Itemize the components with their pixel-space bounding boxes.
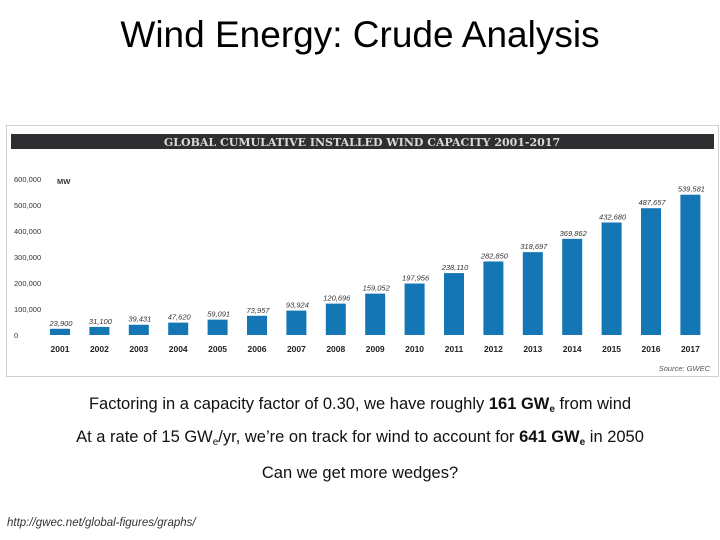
x-tick-label-2009: 2009 — [366, 344, 385, 354]
y-tick-label: 100,000 — [14, 305, 41, 314]
y-tick-label: 400,000 — [14, 227, 41, 236]
y-tick-label: 500,000 — [14, 201, 41, 210]
line2-post: in 2050 — [585, 428, 644, 446]
chart-title-banner — [11, 134, 714, 149]
bar-2001 — [50, 328, 70, 335]
y-tick-label: 300,000 — [14, 253, 41, 262]
bar-2007 — [286, 310, 307, 335]
bar-2013 — [522, 252, 543, 335]
line2-mid: /yr, we’re on track for wind to account … — [218, 428, 520, 446]
bar-2008 — [325, 303, 346, 335]
value-label-2009: 159,052 — [363, 284, 391, 293]
x-tick-label-2014: 2014 — [563, 344, 582, 354]
x-tick-label-2003: 2003 — [129, 344, 148, 354]
bar-2017 — [680, 194, 701, 335]
y-tick-label: 200,000 — [14, 279, 41, 288]
value-label-2006: 73,957 — [247, 306, 271, 315]
wedges-question: Can we get more wedges? — [261, 464, 459, 482]
bar-2012 — [483, 261, 504, 335]
line1-pre: Factoring in a capacity factor of 0.30, … — [88, 395, 489, 413]
x-tick-label-2007: 2007 — [287, 344, 306, 354]
x-tick-label-2005: 2005 — [208, 344, 227, 354]
value-label-2005: 59,091 — [207, 310, 230, 319]
line1-bold: 161 GW — [488, 395, 550, 413]
bar-2002 — [89, 326, 110, 335]
chart-source: Source: GWEC — [659, 364, 711, 373]
line2-sub1: e — [212, 437, 219, 448]
x-tick-label-2013: 2013 — [523, 344, 542, 354]
value-label-2001: 23,900 — [49, 319, 74, 328]
bar-2003 — [128, 324, 149, 335]
projection-text: At a rate of 15 GWe/yr, we’re on track f… — [0, 428, 720, 448]
x-tick-label-2012: 2012 — [484, 344, 503, 354]
x-tick-label-2002: 2002 — [90, 344, 109, 354]
value-label-2003: 39,431 — [128, 315, 151, 324]
value-label-2012: 282,850 — [480, 251, 509, 260]
line1-post: from wind — [554, 395, 632, 413]
value-label-2014: 369,862 — [560, 229, 588, 238]
value-label-2013: 318,697 — [520, 242, 548, 251]
line2-sub2: e — [579, 437, 586, 448]
x-tick-label-2006: 2006 — [248, 344, 267, 354]
bar-2004 — [168, 322, 189, 335]
x-tick-label-2016: 2016 — [642, 344, 661, 354]
x-tick-label-2004: 2004 — [169, 344, 188, 354]
line2-bold: 641 GW — [519, 428, 580, 446]
slide-title: Wind Energy: Crude Analysis — [120, 14, 600, 55]
chart-title: GLOBAL CUMULATIVE INSTALLED WIND CAPACIT… — [164, 136, 560, 149]
line1-sub: e — [549, 404, 555, 415]
x-tick-label-2015: 2015 — [602, 344, 621, 354]
value-label-2011: 238,110 — [441, 263, 469, 272]
value-label-2017: 539,581 — [678, 185, 705, 194]
value-label-2002: 31,100 — [89, 317, 113, 326]
bar-2016 — [641, 208, 661, 335]
x-tick-label-2001: 2001 — [51, 344, 70, 354]
source-url[interactable]: http://gwec.net/global-figures/graphs/ — [7, 517, 196, 529]
value-label-2015: 432,680 — [599, 213, 627, 222]
bar-2005 — [207, 319, 228, 335]
bar-2009 — [365, 293, 386, 335]
x-tick-label-2008: 2008 — [326, 344, 345, 354]
x-tick-label-2011: 2011 — [445, 344, 464, 354]
y-tick-label: 0 — [14, 331, 18, 340]
bar-2006 — [247, 315, 267, 335]
wind-capacity-chart: GLOBAL CUMULATIVE INSTALLED WIND CAPACIT… — [11, 134, 714, 373]
capacity-factor-text: Factoring in a capacity factor of 0.30, … — [0, 395, 720, 415]
y-tick-label: 600,000 — [14, 175, 41, 184]
value-label-2016: 487,657 — [638, 198, 666, 207]
value-label-2008: 120,696 — [323, 294, 351, 303]
bar-2015 — [601, 222, 622, 335]
line2-pre: At a rate of 15 GW — [76, 428, 213, 446]
bar-2011 — [444, 273, 464, 335]
value-label-2004: 47,620 — [168, 313, 192, 322]
bar-2010 — [404, 283, 425, 335]
chart-panel: GLOBAL CUMULATIVE INSTALLED WIND CAPACIT… — [6, 125, 719, 377]
bar-2014 — [562, 238, 583, 335]
x-tick-label-2010: 2010 — [405, 344, 424, 354]
value-label-2010: 197,956 — [402, 274, 430, 283]
y-axis-unit: MW — [57, 177, 71, 186]
value-label-2007: 93,924 — [286, 301, 309, 310]
x-tick-label-2017: 2017 — [681, 344, 700, 354]
